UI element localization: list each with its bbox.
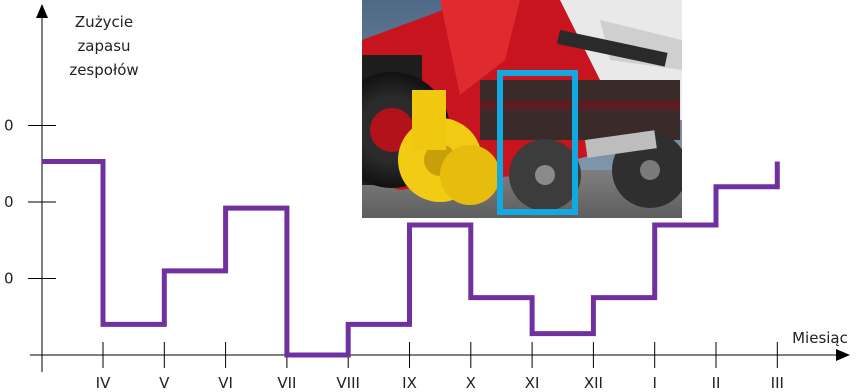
y-tick-label: 0 — [4, 117, 14, 135]
x-tick-label: XI — [525, 374, 540, 392]
x-axis-label: Miesiąc — [792, 329, 848, 347]
y-tick-label: 0 — [4, 270, 14, 288]
axes — [30, 4, 850, 372]
series-line — [42, 158, 780, 358]
x-tick-label: V — [159, 374, 170, 392]
x-tick-label: X — [466, 374, 476, 392]
y-axis-arrow — [36, 4, 48, 18]
y-axis-label: Zużycie zapasu zespołów — [69, 13, 138, 79]
x-tick-label: VI — [218, 374, 233, 392]
x-tick-label: I — [652, 374, 656, 392]
y-ticks: 0 0 0 — [4, 117, 56, 288]
y-axis-label-line-2: zapasu — [77, 37, 130, 55]
x-tick-label: XII — [584, 374, 603, 392]
y-axis-label-line-3: zespołów — [69, 61, 138, 79]
x-axis-arrow — [836, 349, 850, 361]
series-layer — [42, 158, 780, 358]
x-tick-label: IX — [402, 374, 417, 392]
x-tick-label: III — [771, 374, 784, 392]
y-axis-label-line-1: Zużycie — [75, 13, 133, 31]
x-ticks: IV V VI VII VIII IX X XI XII I II III — [96, 342, 784, 392]
y-tick-label: 0 — [4, 193, 14, 211]
x-tick-label: VIII — [336, 374, 360, 392]
x-tick-label: II — [712, 374, 721, 392]
x-tick-label: IV — [96, 374, 111, 392]
highlight-frame — [497, 70, 578, 215]
x-tick-label: VII — [277, 374, 296, 392]
seed-drill-photo — [362, 0, 682, 218]
